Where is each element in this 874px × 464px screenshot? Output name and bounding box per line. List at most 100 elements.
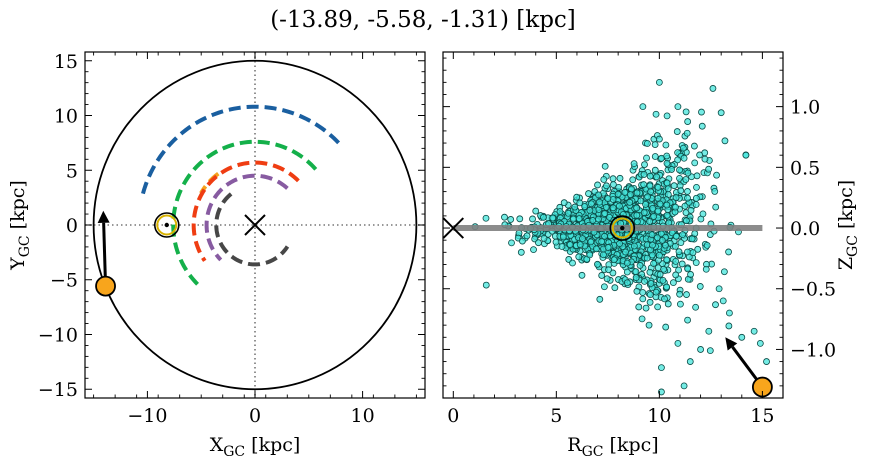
star-point	[640, 181, 648, 188]
star-point	[615, 183, 623, 191]
left-ytick-label-2: −5	[50, 270, 78, 292]
star-point	[663, 112, 671, 120]
star-point	[691, 159, 699, 167]
star-point	[650, 212, 658, 220]
star-point	[623, 259, 631, 267]
star-point	[725, 248, 732, 256]
left-xlabel: XGC [kpc]	[210, 434, 301, 460]
star-point	[664, 300, 672, 308]
star-point	[663, 283, 670, 291]
sun-marker-right-ring	[611, 217, 633, 239]
star-point	[672, 232, 680, 240]
star-point	[712, 203, 720, 211]
star-point	[674, 103, 682, 111]
star-point	[630, 160, 638, 168]
star-point	[517, 248, 525, 256]
left-plot-area	[85, 52, 425, 398]
star-point	[705, 327, 713, 335]
star-point	[643, 254, 651, 262]
star-point	[600, 176, 608, 183]
star-point	[559, 233, 567, 241]
star-point	[680, 154, 688, 162]
star-point	[640, 171, 648, 178]
star-point	[646, 291, 654, 299]
star-point	[698, 108, 705, 116]
star-point	[703, 241, 711, 249]
star-point	[651, 153, 659, 160]
star-point	[698, 122, 706, 130]
right-axes-frame	[442, 51, 784, 399]
star-point	[676, 290, 684, 298]
galaxy-outer-circle	[92, 59, 418, 391]
star-point	[653, 173, 661, 181]
right-panel: 0 5 10 15 −1.0 −0.5 0.0 0.5 1.0 RGC [kpc] ZGC [k…	[442, 51, 861, 460]
star-point	[687, 206, 695, 214]
left-ytick-label-6: 15	[54, 51, 78, 73]
star-point	[622, 248, 629, 256]
left-ytick-label-4: 5	[66, 160, 78, 182]
star-point	[675, 248, 683, 256]
star-point	[664, 185, 672, 193]
star-point	[675, 266, 682, 274]
star-point	[712, 301, 719, 309]
star-point	[658, 388, 665, 396]
star-point	[571, 203, 579, 211]
star-point	[647, 280, 655, 287]
star-point	[632, 274, 640, 282]
star-point	[585, 190, 592, 197]
spiral-arm-1	[140, 104, 341, 197]
star-point	[715, 285, 723, 293]
star-point	[587, 200, 595, 208]
star-point	[586, 206, 594, 214]
star-point	[516, 215, 524, 223]
star-point	[706, 347, 714, 355]
star-point	[603, 182, 610, 190]
star-point	[684, 248, 691, 256]
star-point	[738, 333, 746, 341]
star-point	[672, 257, 680, 265]
star-point	[569, 259, 576, 267]
star-point	[530, 246, 537, 254]
star-point	[508, 239, 515, 247]
star-point	[603, 275, 611, 283]
star-point	[678, 260, 686, 268]
star-point	[633, 287, 641, 295]
star-point	[595, 191, 602, 199]
star-point	[682, 176, 690, 183]
velocity-arrow-left-shaft	[102, 222, 108, 287]
star-point	[569, 215, 577, 223]
star-point	[575, 215, 583, 223]
star-point	[601, 210, 609, 217]
star-point	[644, 193, 651, 201]
star-point	[549, 214, 557, 222]
star-point	[632, 268, 640, 276]
star-point	[482, 281, 490, 289]
star-point	[633, 204, 641, 212]
galactic-center-marker-right-stroke-b	[442, 217, 465, 239]
star-point	[756, 339, 764, 347]
star-point	[579, 235, 586, 243]
star-point	[691, 142, 698, 150]
star-point	[681, 202, 689, 210]
star-point	[719, 297, 727, 305]
star-point	[605, 266, 612, 274]
star-point	[564, 209, 572, 217]
galactic-center-marker-stroke-b	[244, 214, 266, 236]
star-point	[682, 217, 690, 225]
star-point	[656, 271, 664, 278]
star-point	[701, 155, 709, 163]
star-point	[575, 253, 583, 261]
star-point	[540, 213, 547, 221]
star-point	[556, 208, 564, 215]
star-point	[655, 135, 663, 143]
star-point	[604, 195, 612, 202]
star-point	[656, 200, 664, 208]
star-point	[581, 203, 589, 210]
star-point	[535, 239, 542, 247]
right-ytick-label-0: −1.0	[790, 339, 836, 361]
star-point	[661, 241, 669, 249]
star-point	[637, 197, 645, 205]
star-point	[660, 265, 668, 273]
star-point	[600, 251, 607, 259]
